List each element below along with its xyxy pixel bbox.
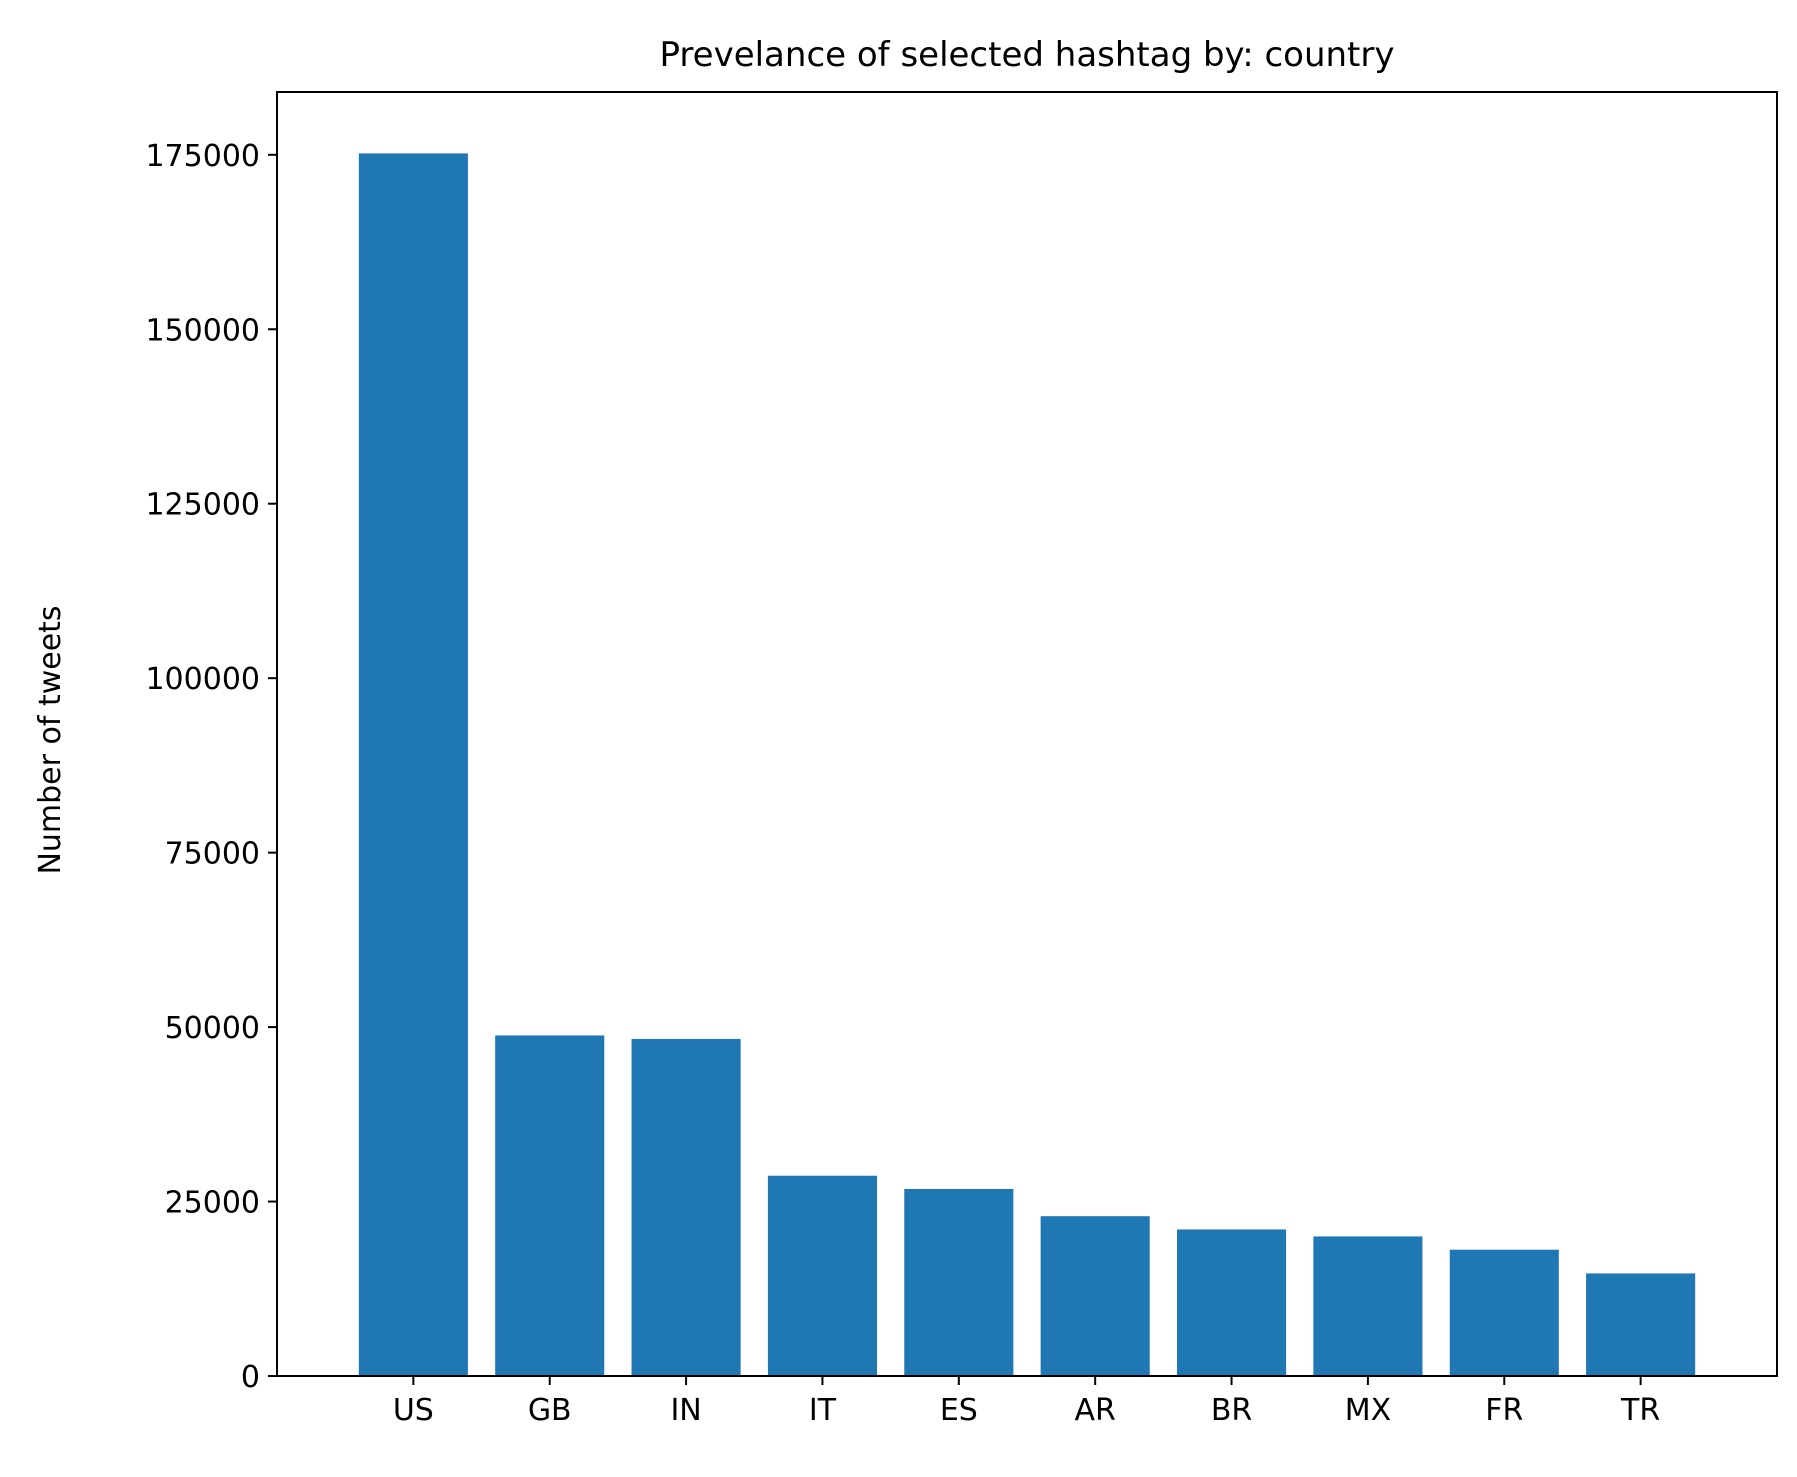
y-tick-label: 100000 bbox=[145, 662, 260, 697]
y-axis-ticks: 0 25000 50000 75000 100000 125000 150000 175000 bbox=[145, 139, 277, 1395]
bar-us bbox=[358, 153, 468, 1376]
bar-in bbox=[631, 1038, 741, 1376]
y-tick-label: 25000 bbox=[165, 1186, 260, 1221]
bar-fr bbox=[1449, 1249, 1559, 1376]
bar-gb bbox=[495, 1035, 605, 1376]
y-tick-label: 150000 bbox=[145, 313, 260, 348]
y-tick-label: 175000 bbox=[145, 139, 260, 174]
x-tick-label: GB bbox=[528, 1393, 572, 1428]
x-tick-label: BR bbox=[1211, 1393, 1252, 1428]
plot-frame bbox=[276, 91, 1778, 1377]
x-tick-label: IN bbox=[670, 1393, 701, 1428]
chart-title: Prevelance of selected hashtag by: count… bbox=[660, 35, 1395, 75]
bar-ar bbox=[1040, 1216, 1150, 1376]
y-tick-label: 50000 bbox=[165, 1011, 260, 1046]
bar-tr bbox=[1586, 1273, 1696, 1376]
x-tick-label: MX bbox=[1345, 1393, 1391, 1428]
y-tick-label: 125000 bbox=[145, 488, 260, 523]
y-tick-label: 0 bbox=[241, 1360, 260, 1395]
bar-mx bbox=[1313, 1236, 1423, 1376]
x-tick-label: AR bbox=[1074, 1393, 1115, 1428]
x-tick-label: US bbox=[393, 1393, 434, 1428]
bar-br bbox=[1177, 1229, 1287, 1376]
y-tick-label: 75000 bbox=[165, 837, 260, 872]
x-tick-label: FR bbox=[1485, 1393, 1523, 1428]
bar-it bbox=[767, 1175, 877, 1376]
bars-layer bbox=[358, 153, 1696, 1376]
x-tick-label: IT bbox=[809, 1393, 837, 1428]
x-tick-label: ES bbox=[940, 1393, 978, 1428]
x-axis-ticks: US GB IN IT ES AR BR MX FR TR bbox=[393, 1376, 1660, 1428]
bar-es bbox=[904, 1188, 1014, 1376]
y-axis-label: Number of tweets bbox=[33, 605, 68, 874]
x-tick-label: TR bbox=[1620, 1393, 1660, 1428]
